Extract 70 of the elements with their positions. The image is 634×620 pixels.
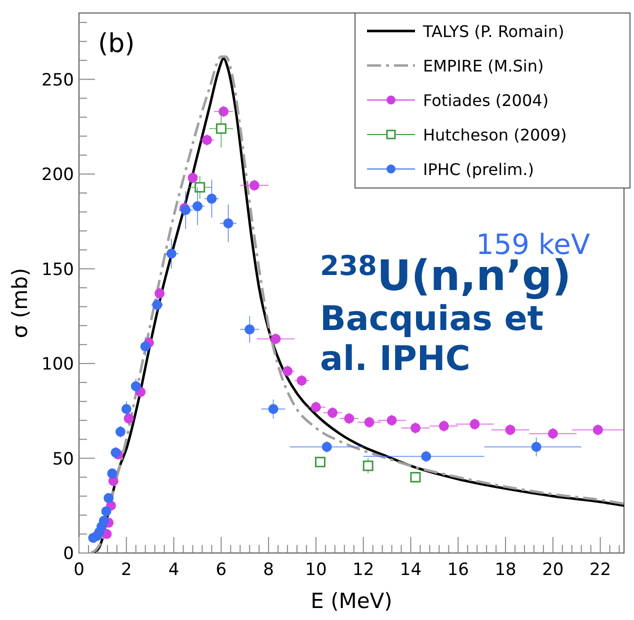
point: [328, 408, 338, 418]
point: [188, 172, 198, 183]
point: [531, 442, 542, 452]
point: [154, 288, 165, 298]
annotation: Bacquias et al. IPHC: [320, 299, 544, 379]
point: [410, 472, 421, 482]
point: [344, 413, 354, 424]
point: [124, 413, 134, 424]
point: [98, 516, 109, 526]
y-tick-label: 50: [52, 449, 74, 470]
point: [244, 324, 255, 334]
annotation: (b): [98, 29, 135, 59]
point: [192, 201, 202, 212]
y-tick-label: 0: [63, 544, 74, 564]
x-tick-label: 22: [589, 560, 612, 580]
point: [362, 460, 374, 472]
legend-label: Fotiades (2004): [423, 91, 549, 110]
y-tick-label: 100: [42, 354, 74, 375]
point: [310, 402, 321, 412]
point: [121, 404, 132, 414]
point: [296, 376, 307, 386]
point: [592, 424, 603, 435]
point: [194, 182, 206, 193]
point: [107, 468, 118, 478]
point: [152, 300, 162, 310]
x-tick-label: 14: [400, 560, 422, 580]
x-tick-label: 10: [305, 560, 327, 580]
point: [438, 421, 449, 432]
point: [322, 442, 332, 452]
point: [268, 404, 278, 414]
point: [282, 366, 293, 376]
point: [410, 422, 420, 433]
point: [130, 381, 141, 392]
point: [101, 506, 112, 516]
legend-label: IPHC (prelim.): [423, 160, 534, 179]
point: [110, 448, 121, 458]
y-axis-title: σ (mb): [8, 268, 32, 338]
y-tick-label: 150: [42, 260, 74, 280]
legend-label: Hutcheson (2009): [423, 126, 567, 144]
x-tick-label: 4: [168, 560, 180, 580]
x-tick-label: 20: [542, 560, 564, 580]
x-tick-label: 6: [216, 560, 227, 580]
point: [505, 424, 516, 435]
point: [548, 428, 558, 439]
point: [421, 451, 432, 462]
point: [249, 180, 260, 190]
point: [140, 341, 150, 352]
point: [115, 426, 126, 437]
point: [386, 415, 397, 426]
x-tick-label: 16: [447, 560, 469, 580]
x-tick-label: 2: [120, 560, 132, 580]
legend-label: EMPIRE (M.Sin): [423, 56, 544, 76]
point: [470, 419, 480, 430]
point: [223, 218, 234, 228]
legend-label: TALYS (P. Romain): [422, 22, 564, 41]
point: [216, 123, 226, 134]
point: [166, 248, 176, 259]
y-tick-label: 250: [42, 70, 74, 90]
point: [314, 456, 326, 468]
point: [364, 417, 374, 428]
point: [270, 334, 281, 344]
point: [104, 493, 114, 504]
point: [218, 106, 229, 117]
x-tick-label: 12: [352, 560, 374, 580]
x-axis-title: E (MeV): [310, 589, 392, 613]
point: [206, 194, 217, 204]
x-tick-label: 18: [494, 560, 516, 580]
x-tick-label: 8: [263, 560, 274, 580]
y-tick-label: 200: [42, 165, 74, 186]
point: [202, 134, 212, 145]
